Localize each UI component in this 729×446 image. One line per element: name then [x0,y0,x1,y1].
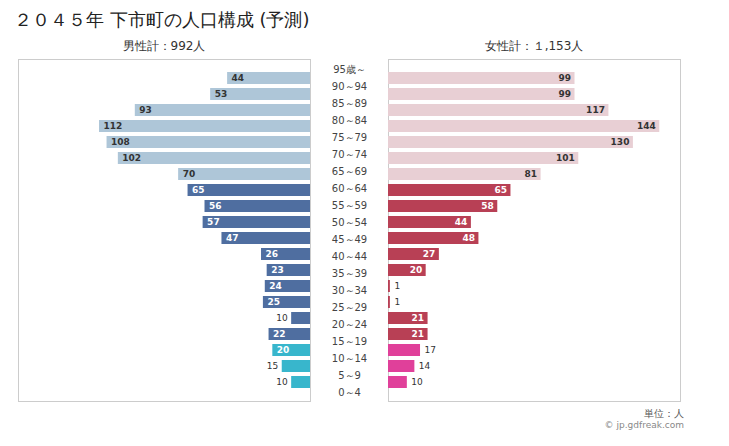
svg-text:50～54: 50～54 [332,217,367,228]
svg-text:99: 99 [558,73,571,83]
svg-text:85～89: 85～89 [332,98,367,109]
svg-text:5～9: 5～9 [338,370,361,381]
svg-text:10: 10 [276,377,288,387]
svg-text:101: 101 [556,153,575,163]
svg-text:56: 56 [209,201,222,211]
svg-text:27: 27 [423,249,436,259]
svg-text:130: 130 [611,137,630,147]
svg-text:70: 70 [183,169,196,179]
svg-text:81: 81 [525,169,538,179]
svg-text:65～69: 65～69 [332,166,367,177]
svg-text:24: 24 [269,281,282,291]
svg-text:14: 14 [419,361,431,371]
svg-text:25: 25 [267,297,280,307]
svg-text:58: 58 [481,201,494,211]
svg-text:44: 44 [455,217,468,227]
svg-text:75～79: 75～79 [332,132,367,143]
svg-text:40～44: 40～44 [332,251,367,262]
svg-text:48: 48 [462,233,475,243]
svg-text:47: 47 [226,233,239,243]
svg-text:23: 23 [271,265,284,275]
svg-text:22: 22 [273,329,286,339]
svg-text:1: 1 [394,281,400,291]
svg-text:10: 10 [276,313,288,323]
html-text:© jp.gdfreak.com: © jp.gdfreak.com [604,420,684,430]
svg-text:93: 93 [139,105,152,115]
svg-text:20: 20 [410,265,423,275]
svg-text:20～24: 20～24 [332,319,367,330]
html-text:女性計：１,153人: 女性計：１,153人 [484,39,584,53]
svg-text:0～4: 0～4 [338,387,361,398]
svg-text:108: 108 [111,137,130,147]
svg-text:1: 1 [394,297,400,307]
svg-text:44: 44 [232,73,245,83]
svg-text:53: 53 [215,89,228,99]
svg-text:65: 65 [494,185,507,195]
svg-text:20: 20 [277,345,290,355]
html-text:２０４５年 下市町の人口構成 (予測): ２０４５年 下市町の人口構成 (予測) [14,9,310,30]
svg-text:21: 21 [412,313,425,323]
svg-text:99: 99 [558,89,571,99]
svg-text:144: 144 [637,121,656,131]
svg-text:112: 112 [104,121,123,131]
svg-text:15～19: 15～19 [332,336,367,347]
html-text:男性計：992人: 男性計：992人 [122,39,206,53]
svg-text:10～14: 10～14 [332,353,367,364]
svg-text:70～74: 70～74 [332,149,367,160]
svg-text:80～84: 80～84 [332,115,367,126]
svg-text:10: 10 [411,377,423,387]
svg-text:60～64: 60～64 [332,183,367,194]
svg-text:117: 117 [586,105,605,115]
svg-text:55～59: 55～59 [332,200,367,211]
svg-text:15: 15 [267,361,278,371]
svg-text:17: 17 [425,345,436,355]
svg-text:26: 26 [266,249,279,259]
svg-text:90～94: 90～94 [332,81,367,92]
svg-text:45～49: 45～49 [332,234,367,245]
svg-text:102: 102 [122,153,141,163]
html-text:単位：人: 単位：人 [644,408,684,419]
svg-text:30～34: 30～34 [332,285,367,296]
svg-text:57: 57 [207,217,220,227]
svg-text:95歳～: 95歳～ [333,64,366,75]
svg-text:21: 21 [412,329,425,339]
svg-text:65: 65 [192,185,205,195]
svg-text:35～39: 35～39 [332,268,367,279]
svg-text:25～29: 25～29 [332,302,367,313]
